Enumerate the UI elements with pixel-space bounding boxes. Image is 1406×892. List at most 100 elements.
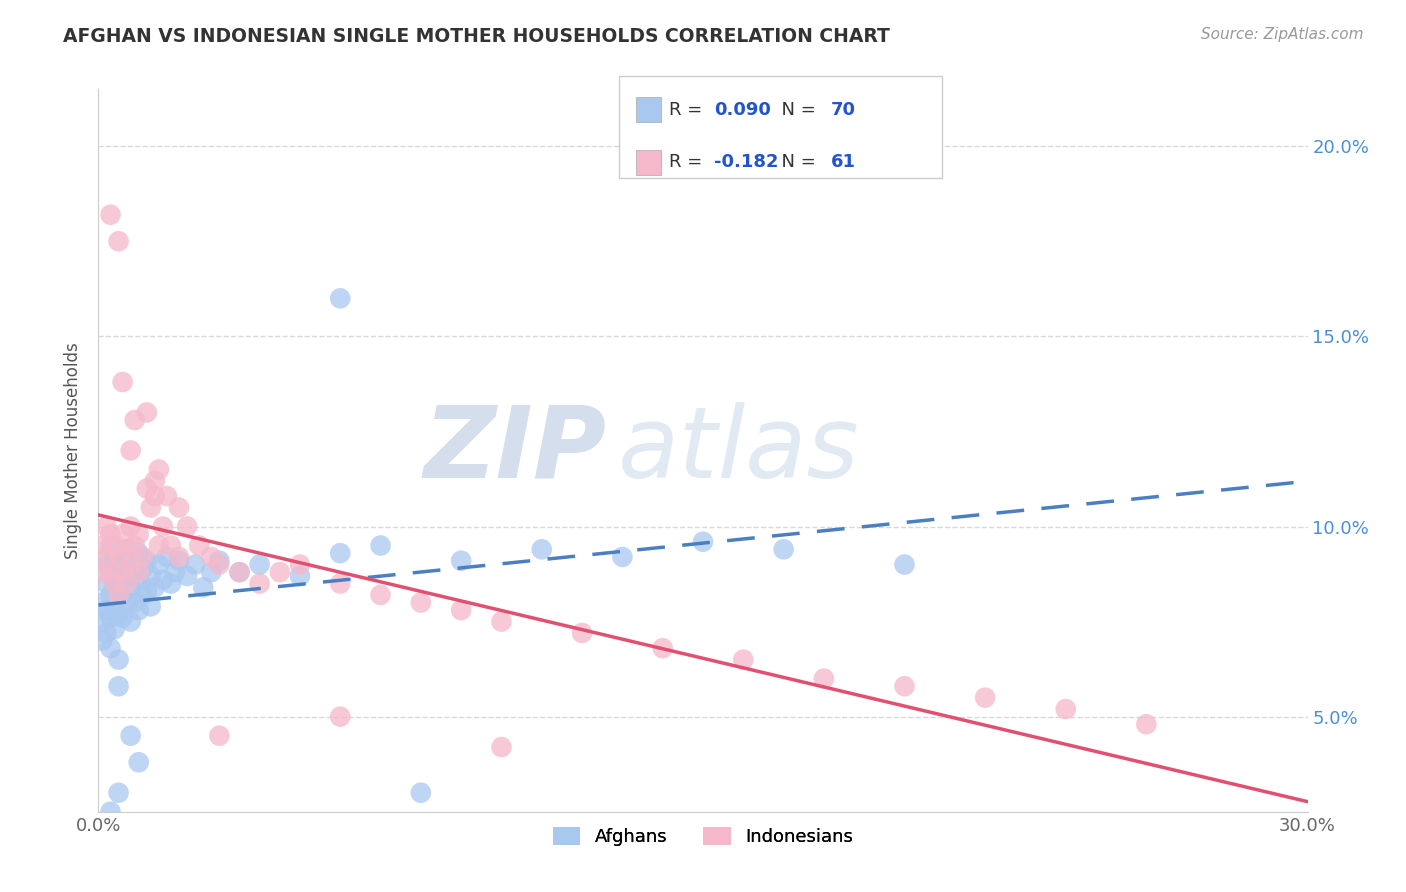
Point [103,603,125,617]
Point [103,539,125,553]
Text: atlas: atlas [619,402,860,499]
Point [329,576,352,591]
Point [96,603,118,617]
Point [139,599,162,614]
Point [1054,702,1077,716]
Point [128,527,150,541]
Point [184,558,207,572]
Point [96,549,118,564]
Point [139,569,162,583]
Point [132,561,155,575]
Point [692,534,714,549]
Point [167,554,190,568]
Point [120,580,142,594]
Point [115,542,138,557]
Point [135,482,157,496]
Point [152,519,174,533]
Text: -0.182: -0.182 [714,153,779,171]
Point [160,539,183,553]
Point [156,549,179,564]
Point [208,729,231,743]
Point [132,588,155,602]
Point [107,607,129,621]
Point [974,690,997,705]
Point [120,729,142,743]
Point [91,539,114,553]
Point [100,208,122,222]
Point [103,576,125,591]
Point [329,709,352,723]
Text: N =: N = [770,101,823,119]
Point [813,672,835,686]
Point [100,641,122,656]
Point [152,573,174,587]
Point [148,462,170,476]
Point [612,549,634,564]
Point [208,558,231,572]
Point [91,565,114,579]
Point [128,573,150,587]
Point [107,588,129,602]
Text: ZIP: ZIP [423,402,606,499]
Point [115,542,138,557]
Point [107,235,129,249]
Point [107,558,129,572]
Point [208,554,231,568]
Point [176,519,198,533]
Point [107,549,129,564]
Point [167,549,190,564]
Point [115,576,138,591]
Point [200,565,222,579]
Point [530,542,553,557]
Point [111,375,134,389]
Point [450,603,472,617]
Point [107,679,129,693]
Point [893,679,915,693]
Point [193,580,215,594]
Point [111,565,134,579]
Point [450,554,472,568]
Point [135,584,157,599]
Point [96,558,118,572]
Text: Source: ZipAtlas.com: Source: ZipAtlas.com [1201,27,1364,42]
Point [370,588,392,602]
Point [100,611,122,625]
Point [409,786,432,800]
Point [100,565,122,579]
Point [124,539,146,553]
Point [100,565,122,579]
Point [96,519,118,533]
Point [111,588,134,602]
Text: 61: 61 [831,153,856,171]
Point [139,500,162,515]
Point [288,569,311,583]
Point [111,611,134,625]
Point [176,569,198,583]
Point [120,558,142,572]
Point [120,519,142,533]
Point [96,626,118,640]
Point [249,576,271,591]
Point [167,500,190,515]
Point [107,652,129,666]
Point [269,565,291,579]
Point [370,539,392,553]
Point [156,489,179,503]
Text: R =: R = [669,153,709,171]
Point [103,549,125,564]
Point [143,580,166,594]
Point [188,539,211,553]
Text: 70: 70 [831,101,856,119]
Point [115,596,138,610]
Text: R =: R = [669,101,709,119]
Point [491,740,513,755]
Point [135,405,157,419]
Point [1135,717,1157,731]
Point [100,527,122,541]
Point [772,542,794,557]
Point [100,805,122,819]
Point [288,558,311,572]
Point [107,584,129,599]
Point [128,565,150,579]
Point [228,565,250,579]
